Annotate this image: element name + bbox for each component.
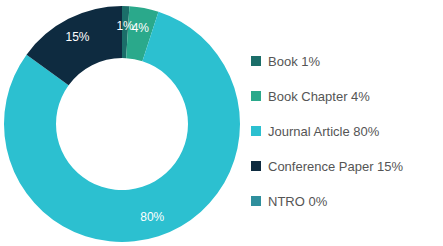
data-labels: 1%4%80%15% bbox=[65, 19, 164, 224]
data-label: 80% bbox=[140, 210, 164, 224]
slice bbox=[27, 6, 122, 85]
legend-swatch bbox=[251, 196, 261, 206]
legend-swatch bbox=[251, 126, 261, 136]
data-label: 4% bbox=[132, 21, 150, 35]
legend-swatch bbox=[251, 91, 261, 101]
legend: Book 1% Book Chapter 4% Journal Article 80… bbox=[251, 54, 404, 209]
legend-label: Conference Paper 15% bbox=[268, 159, 404, 174]
data-label: 15% bbox=[65, 30, 89, 44]
legend-swatch bbox=[251, 161, 261, 171]
legend-label: Book 1% bbox=[268, 54, 320, 69]
pie bbox=[4, 6, 240, 242]
chart: 1%4%80%15%Book 1%Book Chapter 4%Journal … bbox=[0, 0, 443, 246]
legend-label: Book Chapter 4% bbox=[268, 89, 370, 104]
legend-label: Journal Article 80% bbox=[268, 124, 380, 139]
legend-label: NTRO 0% bbox=[268, 194, 328, 209]
legend-swatch bbox=[251, 56, 261, 66]
